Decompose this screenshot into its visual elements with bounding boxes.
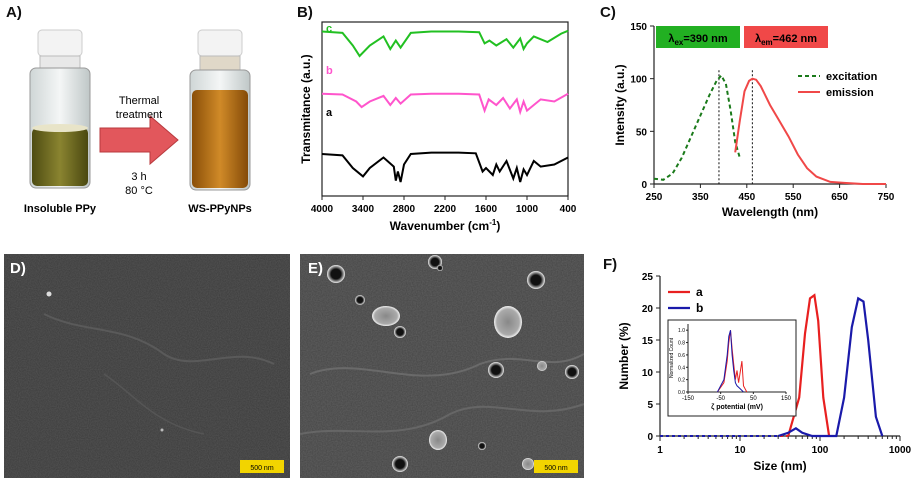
scale-label-d: 500 nm xyxy=(250,465,274,472)
f-xtick-label-1: 1 xyxy=(657,445,663,456)
b-xlabel-sup: -1 xyxy=(489,218,497,227)
scale-bar-d xyxy=(240,460,284,473)
b-series-a xyxy=(321,151,569,183)
f-legend-label-a: a xyxy=(696,285,703,299)
f-inset-xtick-label--150: -150 xyxy=(682,396,695,402)
panel-label-a: A) xyxy=(6,4,22,21)
f-xtick-label-100: 100 xyxy=(812,445,829,456)
b-series-b xyxy=(321,92,569,116)
b-xlabel: Wavenumber (cm-1) xyxy=(390,218,501,233)
c-series-emission xyxy=(734,77,886,185)
f-inset-ytick-label-0.8: 0.8 xyxy=(678,341,685,347)
c-xtick-label-550: 550 xyxy=(785,192,802,203)
c-ex-box-text: λex=390 nm xyxy=(668,33,728,47)
f-xtick-label-1000: 1000 xyxy=(889,445,912,456)
f-inset-ylabel: Normalized Count xyxy=(669,337,675,378)
panel-label-b: B) xyxy=(297,4,313,21)
b-xtick-label-4000: 4000 xyxy=(311,204,334,215)
f-ytick-label-20: 20 xyxy=(642,304,654,315)
f-series-b xyxy=(777,296,884,438)
c-xtick-label-450: 450 xyxy=(738,192,755,203)
f-inset-ytick-label-0.2: 0.2 xyxy=(678,378,685,384)
panel-label-e: E) xyxy=(308,260,323,277)
arrow-text-1: Thermal xyxy=(119,95,159,107)
f-inset-series-a xyxy=(716,330,748,393)
c-xtick-label-750: 750 xyxy=(878,192,895,203)
c-xtick-label-350: 350 xyxy=(692,192,709,203)
panel-e-sem-image: 500 nm xyxy=(300,254,584,478)
b-xtick-label-1000: 1000 xyxy=(516,204,539,215)
c-ex-box xyxy=(656,26,740,48)
c-ex-box-sub: ex xyxy=(674,38,683,47)
b-xlabel-end: ) xyxy=(496,219,500,233)
b-xtick-label-1600: 1600 xyxy=(475,204,498,215)
b-xtick-label-2200: 2200 xyxy=(434,204,457,215)
panel-label-f: F) xyxy=(603,256,618,273)
f-ytick-label-15: 15 xyxy=(642,336,654,347)
arrow-time: 3 h xyxy=(131,171,146,183)
f-series-a xyxy=(787,293,831,437)
panel-b-ftir-chart: c b a 4000 3400 2800 2200 1600 1000 400 Wavenumber… xyxy=(299,21,577,233)
f-inset-xtick-label-150: 150 xyxy=(781,396,792,402)
f-legend-label-b: b xyxy=(696,301,703,315)
panel-c-fluorescence-chart: 0 50 100 150 250 350 450 550 650 750 Wavelength (n… xyxy=(613,22,895,219)
f-inset-ytick-label-0.4: 0.4 xyxy=(678,365,685,371)
b-xtick-label-3400: 3400 xyxy=(352,204,375,215)
b-series-label-b: b xyxy=(326,65,333,77)
b-series-c xyxy=(321,29,569,58)
c-em-box xyxy=(744,26,828,48)
pores xyxy=(327,255,579,472)
f-ytick-label-10: 10 xyxy=(642,368,654,379)
c-legend-label-emission: emission xyxy=(826,87,874,99)
b-xtick-label-400: 400 xyxy=(560,204,577,215)
panel-label-c: C) xyxy=(600,4,616,21)
b-plot-frame xyxy=(321,21,569,197)
f-xlabel: Size (nm) xyxy=(753,459,806,473)
right-vial-label: WS-PPyNPs xyxy=(188,203,252,215)
b-ylabel: Transmitance (a.u.) xyxy=(299,54,313,163)
arrow-temp: 80 °C xyxy=(125,185,153,197)
c-ytick-label-0: 0 xyxy=(641,180,647,191)
c-legend-label-excitation: excitation xyxy=(826,71,878,83)
c-ytick-label-50: 50 xyxy=(636,127,648,138)
f-inset-ytick-label-0.6: 0.6 xyxy=(678,353,685,359)
f-ylabel: Number (%) xyxy=(617,322,631,389)
c-ytick-label-100: 100 xyxy=(630,75,647,86)
c-xtick-label-250: 250 xyxy=(646,192,663,203)
b-xtick-label-2800: 2800 xyxy=(393,204,416,215)
scale-label-e: 500 nm xyxy=(544,465,568,472)
f-inset-ytick-label-1.0: 1.0 xyxy=(678,328,685,334)
c-em-box-val: =462 nm xyxy=(773,33,818,45)
c-ytick-label-150: 150 xyxy=(630,22,647,33)
b-series-label-a: a xyxy=(326,107,333,119)
arrow-text-2: treatment xyxy=(116,109,162,121)
c-ex-box-val: =390 nm xyxy=(683,33,728,45)
f-inset-xtick-label-50: 50 xyxy=(750,396,757,402)
f-ytick-label-0: 0 xyxy=(647,432,653,443)
f-inset-ytick-label-0.0: 0.0 xyxy=(678,390,685,396)
f-inset-xlabel: ζ potential (mV) xyxy=(711,404,763,411)
f-inset-frame xyxy=(667,319,797,417)
discs xyxy=(372,306,547,470)
f-ytick-label-5: 5 xyxy=(647,400,653,411)
c-xtick-label-650: 650 xyxy=(831,192,848,203)
c-xlabel: Wavelength (nm) xyxy=(722,205,818,219)
scale-bar-e xyxy=(534,460,578,473)
f-inset-xtick-label--50: -50 xyxy=(716,396,725,402)
thermal-arrow-icon xyxy=(99,114,179,166)
f-xtick-label-10: 10 xyxy=(734,445,746,456)
panel-a-illustration: Thermal treatment 3 h 80 °C Insoluble PP… xyxy=(24,29,252,215)
c-em-box-sub: em xyxy=(761,38,773,47)
panel-d-sem-image: 500 nm xyxy=(4,254,290,478)
panel-f-dls-chart: 0 5 10 15 20 25 1 10 100 1000 Size (nm) Number (%) a… xyxy=(617,272,912,473)
f-inset-series-b xyxy=(716,330,744,393)
c-series-excitation xyxy=(653,73,741,181)
left-vial xyxy=(29,29,91,189)
b-series-label-c: c xyxy=(326,23,332,35)
panel-label-d: D) xyxy=(10,260,26,277)
right-vial xyxy=(189,29,251,191)
c-ylabel: Intensity (a.u.) xyxy=(613,64,627,145)
left-vial-label: Insoluble PPy xyxy=(24,203,97,215)
f-ytick-label-25: 25 xyxy=(642,272,654,283)
